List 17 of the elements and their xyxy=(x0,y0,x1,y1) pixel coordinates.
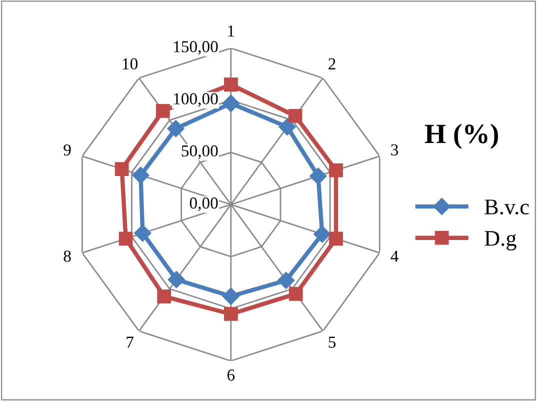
y-tick-label: 0,00 xyxy=(190,197,218,212)
y-tick-label: 100,00 xyxy=(174,93,218,107)
spoke-label: 4 xyxy=(390,250,398,262)
y-tick-label: 150,00 xyxy=(174,41,218,55)
legend-label: B.v.c xyxy=(484,200,529,215)
spoke-label: 8 xyxy=(64,250,71,262)
spoke-label: 9 xyxy=(64,144,71,156)
spoke-label: 2 xyxy=(328,58,336,70)
text: H (%) xyxy=(424,124,498,149)
spoke-label: 10 xyxy=(122,58,138,70)
spoke-label: 1 xyxy=(228,25,234,36)
y-tick-label: 50,00 xyxy=(182,145,218,159)
spoke-label: 3 xyxy=(391,144,398,156)
spoke-label: 7 xyxy=(126,336,134,348)
spoke-label: 6 xyxy=(227,370,235,381)
legend-label: D.g xyxy=(484,231,516,250)
spoke-label: 5 xyxy=(328,336,336,348)
